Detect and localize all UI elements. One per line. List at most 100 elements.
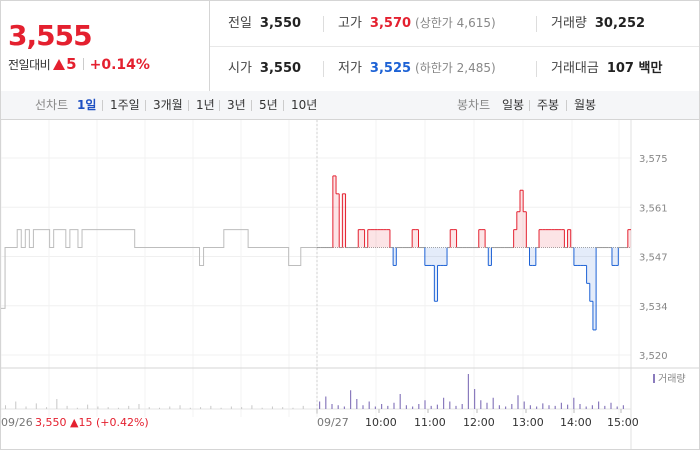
up-area bbox=[336, 193, 340, 248]
volume-bar bbox=[430, 405, 432, 409]
divider bbox=[323, 16, 324, 32]
volume-bar bbox=[356, 399, 358, 409]
volume-bar bbox=[271, 406, 273, 409]
down-area bbox=[592, 247, 597, 330]
up-area bbox=[561, 229, 565, 248]
volume-bar bbox=[15, 401, 17, 409]
quote-stats: 전일 3,550 고가 3,570 (상한가 4,615) 거래량 30,252 시가 3… bbox=[210, 1, 699, 91]
down-area bbox=[488, 247, 492, 266]
up-area bbox=[332, 175, 337, 248]
prev-day-summary: 3,550 ▲15 (+0.42%) bbox=[35, 416, 149, 429]
volume-bar bbox=[362, 405, 364, 409]
volume-bar bbox=[622, 405, 624, 409]
volume-bar bbox=[399, 394, 401, 409]
stat-open: 시가 3,550 bbox=[228, 61, 302, 76]
grid-lines bbox=[1, 120, 631, 417]
volume-bar bbox=[393, 402, 395, 409]
up-area bbox=[548, 229, 552, 248]
period-option-1d[interactable]: 1일 bbox=[77, 98, 97, 112]
volume-bar bbox=[302, 405, 304, 409]
period-option-1w[interactable]: 1주일 bbox=[110, 98, 140, 112]
candle-option-weekly[interactable]: 주봉 bbox=[537, 98, 560, 112]
change-label: 전일대비 bbox=[8, 58, 51, 72]
down-area bbox=[440, 247, 444, 266]
quote-summary: 3,555 전일대비 5 +0.14% 전일 3,550 고가 3,570 (상한가 4,… bbox=[1, 1, 699, 92]
up-area bbox=[415, 229, 419, 248]
volume-bar bbox=[542, 403, 544, 409]
volume-bar bbox=[350, 390, 352, 409]
down-area bbox=[428, 247, 432, 266]
period-option-10y[interactable]: 10년 bbox=[291, 98, 318, 112]
divider bbox=[188, 100, 189, 111]
period-option-3y[interactable]: 3년 bbox=[227, 98, 246, 112]
volume-bar bbox=[455, 405, 457, 409]
period-option-3m[interactable]: 3개월 bbox=[153, 98, 183, 112]
change-rate: +0.14% bbox=[89, 57, 150, 73]
up-area bbox=[567, 229, 571, 248]
divider bbox=[102, 100, 103, 111]
volume-bar bbox=[474, 389, 476, 409]
down-area bbox=[615, 247, 619, 266]
up-area bbox=[453, 229, 457, 248]
down-area bbox=[437, 247, 441, 266]
volume-bar bbox=[210, 405, 212, 409]
up-area bbox=[551, 229, 555, 248]
divider bbox=[82, 58, 84, 70]
up-area bbox=[380, 229, 384, 248]
divider bbox=[219, 100, 220, 111]
divider bbox=[536, 61, 537, 77]
volume-bar bbox=[331, 404, 333, 409]
volume-bar bbox=[585, 406, 587, 409]
volume-bar bbox=[148, 407, 150, 409]
x-tick-label: 13:00 bbox=[512, 416, 544, 429]
stat-volume: 거래량 30,252 bbox=[551, 16, 646, 31]
volume-bar bbox=[418, 404, 420, 409]
up-area bbox=[383, 229, 387, 248]
period-option-5y[interactable]: 5년 bbox=[259, 98, 278, 112]
volume-bar bbox=[443, 397, 445, 409]
up-area bbox=[342, 193, 346, 248]
volume-bar bbox=[138, 404, 140, 409]
down-area bbox=[580, 247, 584, 266]
x-tick-label: 11:00 bbox=[414, 416, 446, 429]
up-area bbox=[513, 229, 517, 248]
volume-bar bbox=[46, 407, 48, 409]
volume-bar bbox=[56, 399, 58, 409]
period-option-1y[interactable]: 1년 bbox=[196, 98, 215, 112]
volume-legend-label: 거래량 bbox=[658, 373, 686, 385]
down-area bbox=[434, 247, 438, 302]
y-tick-label: 3,520 bbox=[639, 351, 668, 362]
volume-bar bbox=[159, 407, 160, 409]
volume-bar bbox=[325, 396, 327, 409]
volume-bar bbox=[374, 406, 376, 409]
volume-bar bbox=[554, 405, 556, 409]
candle-option-daily[interactable]: 일봉 bbox=[502, 98, 525, 112]
volume-bar bbox=[560, 402, 562, 409]
volume-bar bbox=[511, 404, 513, 409]
up-area bbox=[386, 229, 390, 248]
volume-bar bbox=[189, 407, 191, 409]
up-area bbox=[358, 229, 362, 248]
volume-bar bbox=[405, 405, 407, 409]
volume-bar bbox=[536, 406, 538, 409]
down-area bbox=[532, 247, 536, 266]
down-area bbox=[443, 247, 448, 266]
stat-prev-close: 전일 3,550 bbox=[228, 16, 302, 31]
down-area bbox=[573, 247, 578, 266]
change-value: 5 bbox=[66, 55, 77, 73]
candle-option-monthly[interactable]: 월봉 bbox=[574, 98, 597, 112]
stat-amount: 거래대금 107 백만 bbox=[551, 61, 663, 76]
candle-chart-label: 봉차트 bbox=[457, 98, 491, 112]
volume-bar bbox=[25, 406, 27, 409]
volume-bar bbox=[5, 405, 6, 409]
volume-bar bbox=[529, 405, 531, 409]
divider bbox=[566, 100, 567, 111]
down-area bbox=[586, 247, 590, 284]
volume-bar bbox=[579, 404, 581, 409]
up-area bbox=[361, 229, 365, 248]
stats-row-2: 시가 3,550 저가 3,525 (하한가 2,485) 거래대금 107 백만 bbox=[210, 46, 699, 91]
divider bbox=[323, 61, 324, 77]
up-area bbox=[516, 211, 520, 248]
up-area bbox=[370, 229, 375, 248]
